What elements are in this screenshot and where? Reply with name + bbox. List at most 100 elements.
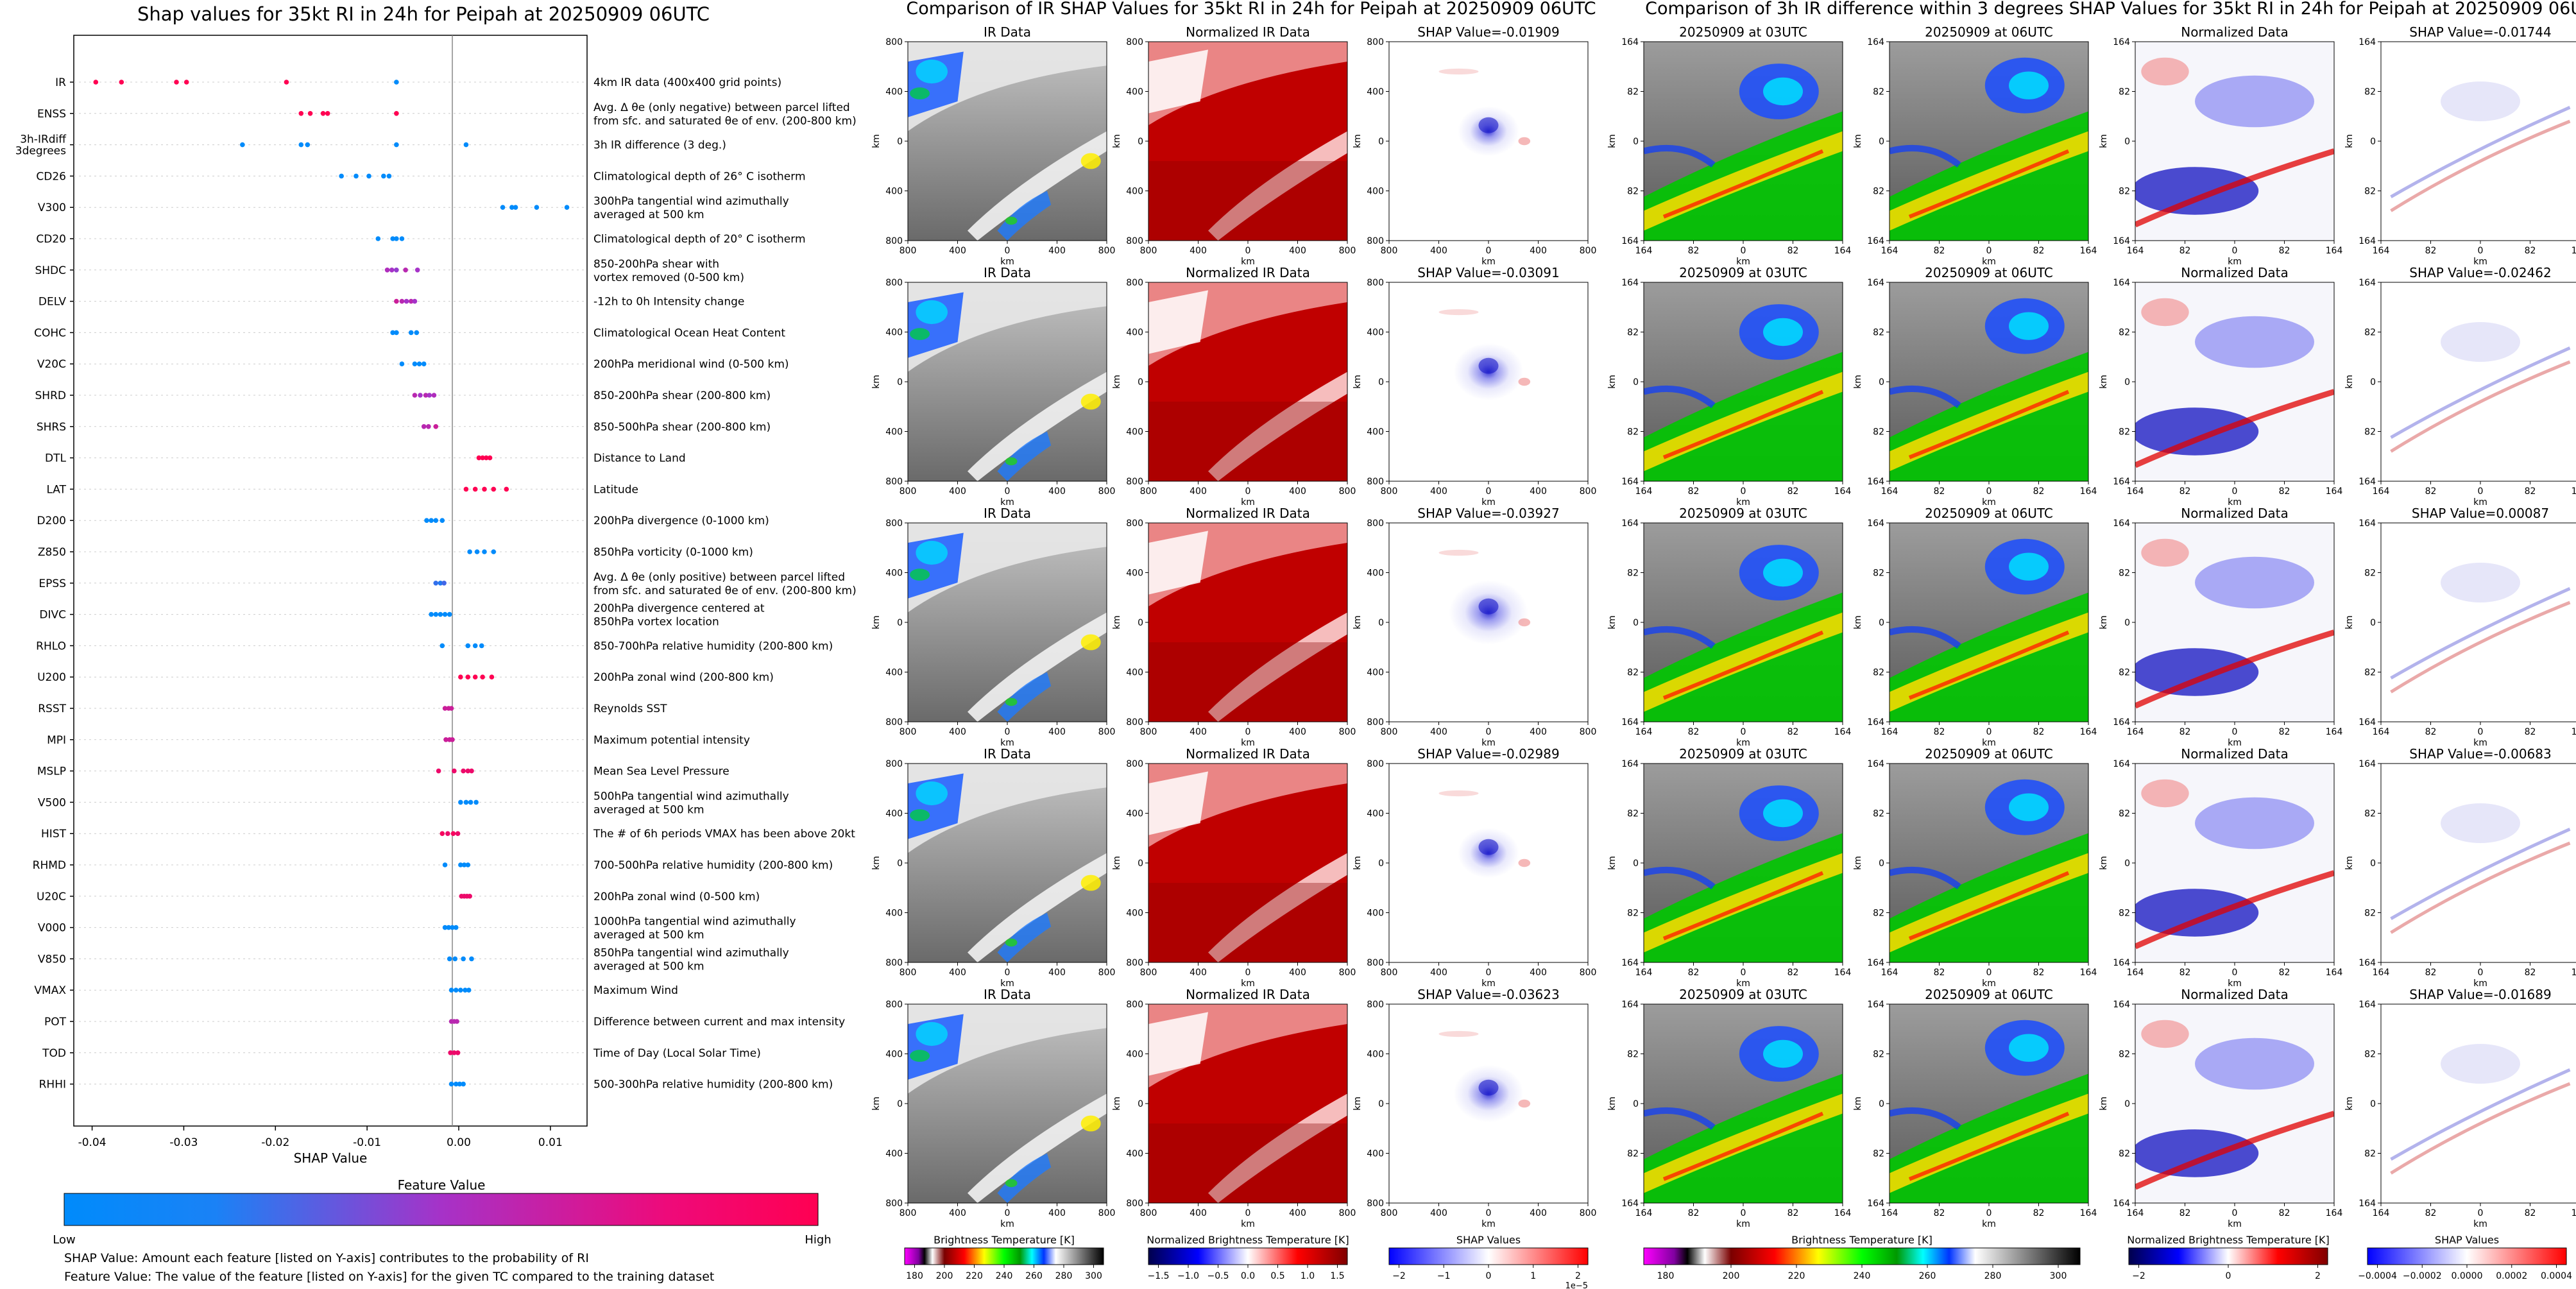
shap-negative-streak — [2390, 346, 2571, 439]
y-tick-label: 164 — [2113, 477, 2130, 487]
y-tick-label: 82 — [1873, 909, 1884, 919]
feature-value-title: Feature Value — [398, 1177, 486, 1193]
hot-streak — [1662, 149, 1824, 219]
colorbar-tick-label: 0 — [2226, 1271, 2231, 1281]
colorbar-tick-label: 0.5 — [1270, 1271, 1284, 1281]
panel-title: 20250909 at 03UTC — [1679, 987, 1807, 1002]
x-tick-label: 82 — [2033, 246, 2045, 256]
shap-dot — [467, 894, 472, 899]
x-tick-label: 400 — [1190, 246, 1207, 256]
y-tick-label: 800 — [1367, 759, 1384, 769]
y-tick-label: 164 — [1867, 236, 1884, 246]
y-tick-label: 400 — [885, 187, 903, 197]
y-axis-label: km — [1607, 856, 1617, 870]
x-tick-label: 164 — [1834, 727, 1852, 737]
y-tick-label: 0 — [1633, 377, 1639, 388]
x-tick-label: 0 — [1741, 1208, 1746, 1218]
y-tick-label: 400 — [1126, 328, 1143, 338]
cold-cloud-center — [1763, 77, 1803, 106]
y-tick-label: 82 — [1873, 427, 1884, 438]
x-tick-label: 400 — [1430, 486, 1447, 497]
cold-cloud-center — [2009, 552, 2049, 581]
y-tick-label: 800 — [1367, 518, 1384, 529]
positive-region — [2141, 298, 2189, 327]
y-axis-label: km — [1112, 1097, 1122, 1111]
y-tick-label: 800 — [1367, 236, 1384, 246]
panel-title: Normalized Data — [2181, 987, 2289, 1002]
shap-negative-region — [2441, 322, 2520, 362]
shap-dot — [426, 424, 431, 429]
y-tick-label: 82 — [2364, 427, 2376, 438]
x-tick-label: 164 — [1834, 486, 1852, 497]
feature-label: U200 — [37, 671, 66, 684]
shap-negative-streak — [2390, 587, 2571, 679]
x-tick-label: 0.00 — [447, 1136, 471, 1149]
x-tick-label: 0 — [1005, 246, 1011, 256]
x-axis-label: km — [1481, 738, 1496, 748]
warm-spot — [1080, 875, 1101, 891]
shap-dot — [183, 80, 189, 85]
shap-dot — [442, 706, 448, 711]
shap-positive-streak — [2390, 119, 2571, 212]
warm-spot — [1080, 153, 1101, 169]
shap-dot — [403, 268, 408, 273]
colorbar-tick-label: 260 — [1025, 1271, 1043, 1281]
x-axis-label: km — [1736, 257, 1750, 267]
panel-title: SHAP Value=-0.03927 — [1417, 506, 1559, 521]
x-tick-label: 800 — [1140, 1208, 1157, 1218]
shap-positive-streak — [2390, 601, 2571, 694]
y-tick-label: 82 — [1627, 909, 1639, 919]
panel-title: SHAP Value=-0.02462 — [2409, 265, 2551, 280]
colorbar-tick-label: 0 — [1486, 1271, 1492, 1281]
x-tick-label: 400 — [1430, 968, 1447, 978]
shap-dot — [482, 549, 487, 554]
x-tick-label: 0 — [2478, 486, 2484, 497]
y-tick-label: 82 — [1627, 668, 1639, 678]
shap-dot — [453, 987, 459, 993]
colorbar-tick-label: −0.0002 — [2403, 1271, 2442, 1281]
feature-description: 700-500hPa relative humidity (200-800 km… — [593, 859, 833, 872]
cold-cloud-core — [916, 540, 948, 565]
x-tick-label: 82 — [2525, 1208, 2536, 1218]
y-tick-label: 800 — [1367, 717, 1384, 728]
colorbar-tick-label: 300 — [2050, 1271, 2067, 1281]
x-tick-label: 164 — [2127, 968, 2144, 978]
x-tick-label: 82 — [2179, 246, 2191, 256]
shap-dot — [424, 518, 429, 523]
cold-arc — [1889, 385, 1961, 409]
shap-dot — [491, 549, 497, 554]
cold-cloud-tops — [1148, 290, 1208, 354]
y-tick-label: 164 — [1621, 518, 1639, 529]
y-tick-label: 164 — [2113, 717, 2130, 728]
cold-cloud-core — [916, 300, 948, 325]
hot-streak — [1908, 630, 2070, 700]
x-axis-label: km — [2228, 738, 2242, 748]
x-tick-label: 0 — [2478, 727, 2484, 737]
shap-dot — [465, 643, 471, 649]
shap-dot — [284, 80, 289, 85]
y-tick-label: 82 — [2119, 1050, 2130, 1060]
colorbar-tick-label: 200 — [936, 1271, 953, 1281]
shap-dot — [320, 111, 326, 116]
cloud-band — [968, 371, 1107, 481]
positive-streak — [2135, 389, 2334, 468]
y-tick-label: 800 — [885, 717, 903, 728]
y-tick-label: 400 — [1367, 568, 1384, 579]
cold-cloud-core — [916, 59, 948, 84]
shap-background — [2381, 1004, 2576, 1203]
x-tick-label: 800 — [1381, 968, 1398, 978]
y-tick-label: 164 — [1867, 958, 1884, 968]
x-tick-label: 400 — [1289, 968, 1306, 978]
shap-positive-streak — [2390, 1082, 2571, 1175]
y-tick-label: 0 — [1879, 618, 1884, 628]
hot-streak — [1908, 149, 2070, 219]
shap-dot — [463, 486, 469, 492]
shap-positive-blob — [1518, 137, 1531, 146]
feature-description: 850hPa vorticity (0-1000 km) — [593, 546, 753, 559]
shap-dot — [399, 361, 405, 366]
x-axis-label: km — [2473, 978, 2487, 989]
feature-description: Difference between current and max inten… — [593, 1016, 845, 1029]
y-tick-label: 0 — [1633, 618, 1639, 628]
